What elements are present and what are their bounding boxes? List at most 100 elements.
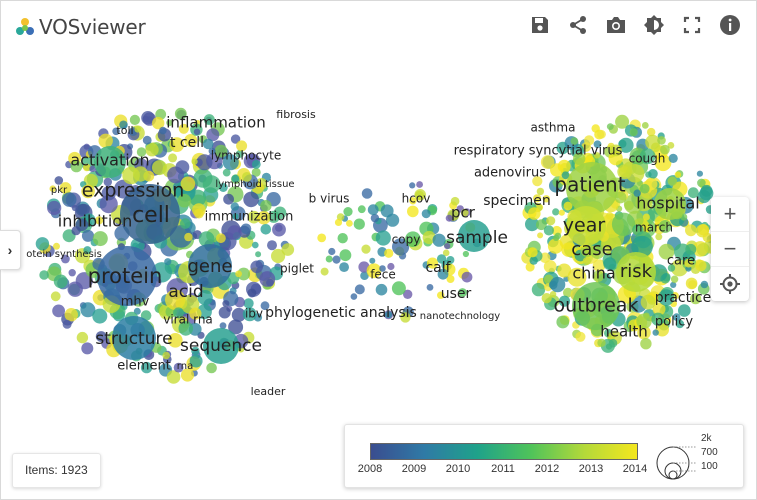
node-label[interactable]: health bbox=[600, 323, 647, 341]
bubble[interactable] bbox=[536, 219, 547, 231]
bubble[interactable] bbox=[97, 246, 157, 306]
bubble[interactable] bbox=[198, 231, 215, 248]
bubble[interactable] bbox=[660, 144, 670, 155]
bubble[interactable] bbox=[142, 135, 152, 145]
node-label[interactable]: sample bbox=[446, 228, 508, 248]
bubble[interactable] bbox=[202, 138, 214, 150]
bubble[interactable] bbox=[197, 290, 213, 306]
bubble[interactable] bbox=[558, 209, 565, 216]
bubble[interactable] bbox=[267, 240, 277, 251]
bubble[interactable] bbox=[421, 209, 431, 219]
bubble[interactable] bbox=[546, 216, 556, 226]
bubble[interactable] bbox=[39, 270, 49, 280]
node-label[interactable]: case bbox=[571, 239, 612, 260]
bubble[interactable] bbox=[173, 362, 184, 373]
bubble[interactable] bbox=[674, 171, 682, 178]
node-label[interactable]: copy bbox=[392, 233, 421, 247]
node-label[interactable]: cough bbox=[629, 152, 666, 166]
bubble[interactable] bbox=[81, 184, 95, 199]
node-label[interactable]: gene bbox=[188, 256, 233, 277]
bubble[interactable] bbox=[192, 203, 206, 217]
bubble[interactable] bbox=[651, 312, 665, 326]
bubble[interactable] bbox=[436, 254, 447, 264]
node-label[interactable]: hospital bbox=[636, 194, 699, 213]
bubble[interactable] bbox=[94, 146, 126, 178]
bubble[interactable] bbox=[575, 331, 586, 342]
bubble[interactable] bbox=[384, 311, 393, 319]
bubble[interactable] bbox=[166, 370, 181, 384]
bubble[interactable] bbox=[68, 269, 76, 277]
bubble[interactable] bbox=[442, 249, 450, 257]
bubble[interactable] bbox=[603, 257, 617, 271]
bubble[interactable] bbox=[637, 325, 651, 340]
bubble[interactable] bbox=[219, 322, 227, 329]
bubble[interactable] bbox=[667, 264, 676, 272]
bubble[interactable] bbox=[525, 217, 539, 232]
reset-view-button[interactable] bbox=[711, 266, 749, 301]
bubble[interactable] bbox=[208, 147, 216, 155]
bubble[interactable] bbox=[193, 128, 201, 135]
bubble[interactable] bbox=[165, 289, 186, 310]
bubble[interactable] bbox=[391, 281, 406, 296]
bubble[interactable] bbox=[59, 182, 72, 194]
bubble[interactable] bbox=[203, 114, 215, 126]
bubble[interactable] bbox=[642, 213, 650, 221]
bubble[interactable] bbox=[422, 230, 436, 245]
bubble[interactable] bbox=[558, 295, 571, 307]
bubble[interactable] bbox=[136, 147, 147, 157]
bubble[interactable] bbox=[591, 124, 600, 133]
bubble[interactable] bbox=[54, 176, 64, 185]
bubble[interactable] bbox=[700, 280, 709, 289]
bubble[interactable] bbox=[218, 183, 228, 192]
bubble[interactable] bbox=[332, 255, 341, 264]
bubble[interactable] bbox=[552, 234, 560, 241]
node-label[interactable]: hcov bbox=[402, 192, 431, 206]
node-label[interactable]: pcr bbox=[451, 204, 476, 222]
bubble[interactable] bbox=[339, 249, 352, 262]
bubble[interactable] bbox=[658, 289, 675, 306]
bubble[interactable] bbox=[623, 194, 644, 214]
bubble[interactable] bbox=[670, 275, 679, 283]
bubble[interactable] bbox=[593, 152, 601, 159]
node-label[interactable]: otein synthesis bbox=[26, 249, 102, 260]
bubble[interactable] bbox=[527, 247, 538, 258]
bubble[interactable] bbox=[641, 122, 649, 129]
node-label[interactable]: acid bbox=[168, 282, 203, 302]
bubble[interactable] bbox=[437, 268, 449, 280]
bubble[interactable] bbox=[354, 284, 365, 295]
bubble[interactable] bbox=[618, 137, 634, 153]
bubble[interactable] bbox=[458, 288, 467, 297]
bubble[interactable] bbox=[133, 307, 141, 315]
bubble[interactable] bbox=[180, 368, 195, 382]
bubble[interactable] bbox=[76, 331, 89, 344]
bubble[interactable] bbox=[525, 262, 535, 272]
bubble[interactable] bbox=[563, 201, 573, 211]
bubble[interactable] bbox=[184, 134, 198, 147]
node-label[interactable]: sequence bbox=[180, 336, 262, 356]
bubble[interactable] bbox=[532, 176, 543, 187]
bubble[interactable] bbox=[230, 134, 241, 144]
node-label[interactable]: rna bbox=[177, 361, 193, 372]
bubble[interactable] bbox=[235, 149, 244, 158]
bubble[interactable] bbox=[83, 246, 92, 255]
bubble[interactable] bbox=[400, 312, 411, 323]
bubble[interactable] bbox=[557, 263, 572, 278]
bubble[interactable] bbox=[426, 284, 434, 291]
bubble[interactable] bbox=[168, 153, 178, 163]
bubble[interactable] bbox=[357, 205, 366, 214]
bubble[interactable] bbox=[640, 183, 650, 194]
bubble[interactable] bbox=[228, 319, 244, 335]
bubble[interactable] bbox=[92, 231, 108, 247]
bubble[interactable] bbox=[231, 174, 240, 183]
bubble[interactable] bbox=[572, 282, 620, 330]
node-label[interactable]: calf bbox=[425, 260, 451, 276]
bubble[interactable] bbox=[366, 263, 382, 279]
bubble[interactable] bbox=[696, 170, 704, 177]
node-label[interactable]: t cell bbox=[170, 135, 204, 151]
bubble[interactable] bbox=[678, 304, 691, 317]
bubble[interactable] bbox=[541, 293, 552, 304]
bubble[interactable] bbox=[353, 218, 365, 230]
bubble[interactable] bbox=[281, 243, 295, 256]
bubble[interactable] bbox=[556, 315, 570, 329]
bubble[interactable] bbox=[563, 287, 573, 298]
